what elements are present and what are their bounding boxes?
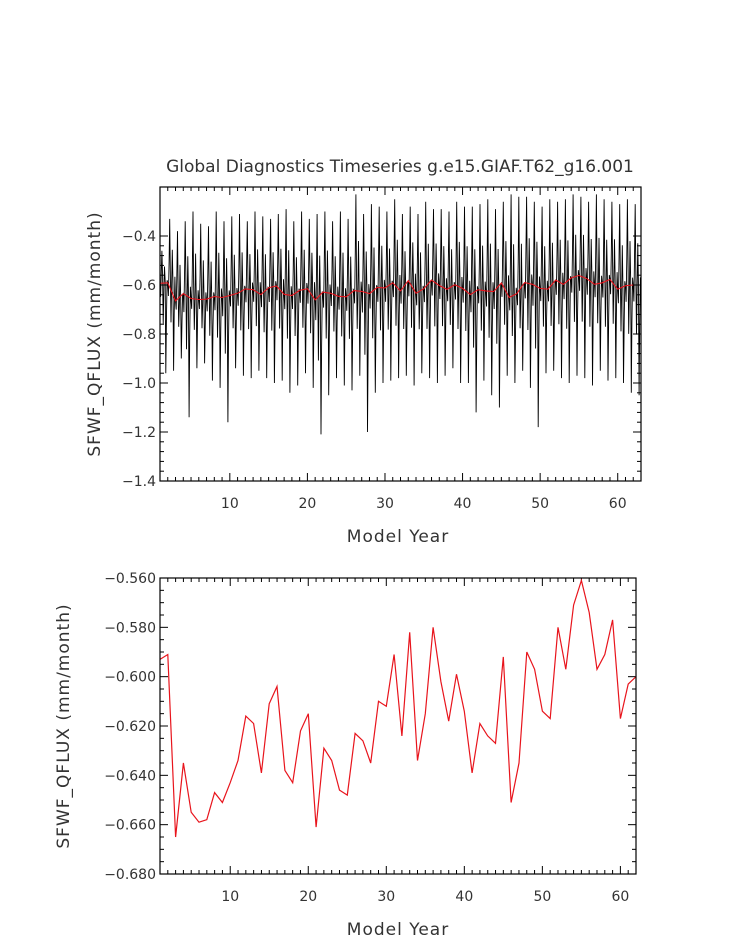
top-y-tick-label: −1.4 — [122, 474, 156, 490]
bottom-y-tick-label: −0.680 — [104, 867, 156, 883]
top-x-tick-label: 30 — [376, 496, 394, 512]
top-x-tick-label: 20 — [298, 496, 316, 512]
bottom-y-tick-label: −0.660 — [104, 818, 156, 834]
top-y-tick-label: −0.4 — [122, 229, 156, 245]
bottom-x-tick-label: 40 — [455, 889, 473, 905]
bottom-x-tick-label: 20 — [299, 889, 317, 905]
bottom-y-tick-label: −0.560 — [104, 571, 156, 587]
bottom-x-tick-label: 50 — [533, 889, 551, 905]
bottom-y-tick-label: −0.640 — [104, 768, 156, 784]
chart-title: Global Diagnostics Timeseries g.e15.GIAF… — [166, 157, 634, 177]
top-y-tick-label: −1.2 — [122, 425, 156, 441]
top-y-tick-label: −1.0 — [122, 376, 156, 392]
top-x-axis-label: Model Year — [347, 527, 449, 547]
bottom-x-axis-label: Model Year — [347, 920, 449, 940]
top-y-tick-label: −0.8 — [122, 327, 156, 343]
top-x-tick-label: 10 — [221, 496, 239, 512]
annual-mean-series-line — [159, 274, 634, 302]
bottom-plot-frame — [159, 577, 637, 875]
top-x-tick-label: 50 — [531, 496, 549, 512]
annual-series-line — [159, 578, 637, 838]
bottom-plot-area: 10 20 30 40 50 60 −0.680 −0.660 −0.640 −0.620 −0.6… — [104, 571, 637, 905]
timeseries-annual-chart: 10 20 30 40 50 60 −0.680 −0.660 −0.640 −0.620 −0.6… — [54, 571, 637, 940]
bottom-y-axis-label: SFWF_QFLUX (mm/month) — [54, 603, 74, 848]
bottom-y-tick-label: −0.620 — [104, 719, 156, 735]
bottom-x-tick-label: 30 — [377, 889, 395, 905]
bottom-y-tick-label: −0.580 — [104, 620, 156, 636]
top-y-tick-label: −0.6 — [122, 278, 156, 294]
bottom-x-tick-label: 10 — [221, 889, 239, 905]
top-y-axis-label: SFWF_QFLUX (mm/month) — [85, 211, 105, 456]
timeseries-monthly-chart: Global Diagnostics Timeseries g.e15.GIAF… — [85, 157, 642, 547]
top-x-tick-label: 60 — [609, 496, 627, 512]
bottom-y-tick-label: −0.600 — [104, 670, 156, 686]
bottom-x-tick-label: 60 — [611, 889, 629, 905]
monthly-series-line — [159, 194, 641, 435]
top-x-tick-label: 40 — [454, 496, 472, 512]
top-plot-frame — [159, 186, 642, 482]
